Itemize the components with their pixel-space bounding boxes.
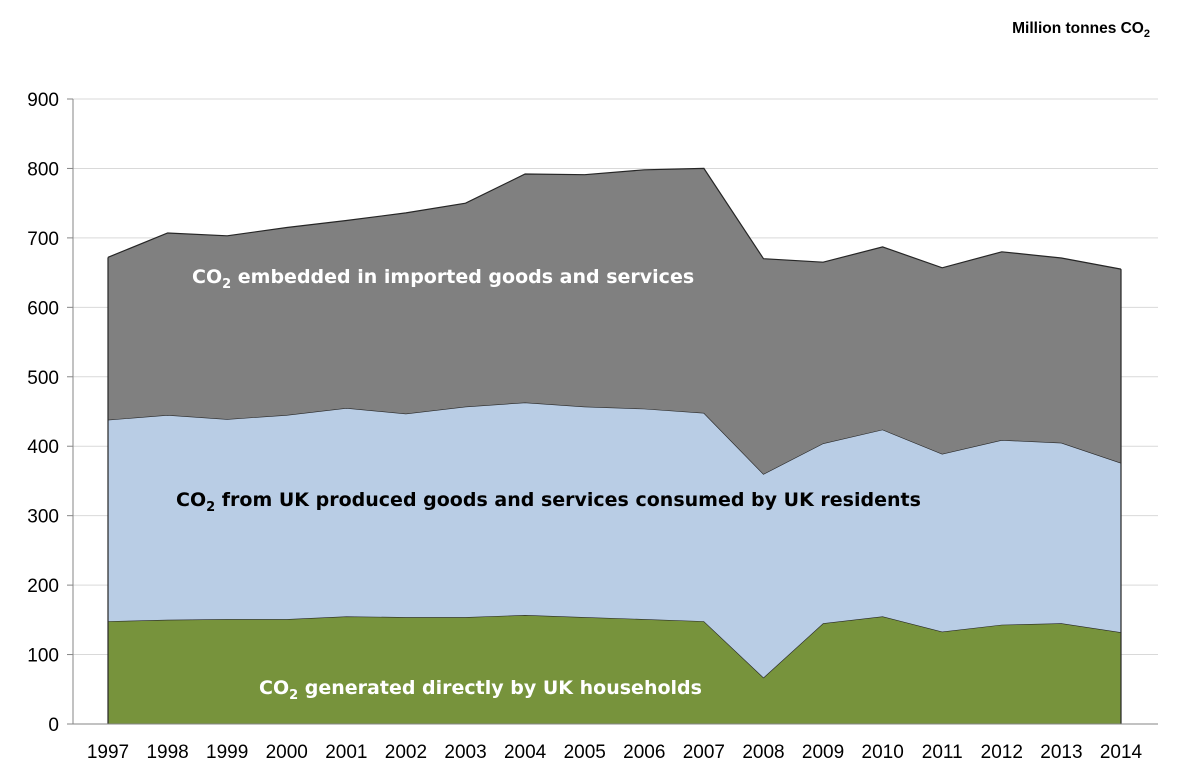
area-label-3: CO2 generated directly by UK households: [259, 677, 702, 703]
y-tick-label-0: 0: [48, 715, 59, 736]
x-tick-label-1997: 1997: [87, 742, 129, 763]
axes: [67, 98, 1158, 725]
y-tick-label-100: 100: [27, 646, 59, 667]
x-tick-label-2003: 2003: [444, 742, 486, 763]
y-tick-label-300: 300: [27, 507, 59, 528]
x-tick-label-2006: 2006: [623, 742, 665, 763]
x-tick-label-2001: 2001: [325, 742, 367, 763]
x-tick-label-2010: 2010: [862, 742, 904, 763]
x-tick-label-1999: 1999: [206, 742, 248, 763]
y-tick-label-400: 400: [27, 437, 59, 458]
x-tick-label-2007: 2007: [683, 742, 725, 763]
area-series-1: [108, 615, 1121, 724]
x-tick-label-2011: 2011: [922, 742, 963, 763]
y-tick-label-800: 800: [27, 159, 59, 180]
unit-label-text: Million tonnes CO: [1012, 20, 1144, 37]
y-tick-label-900: 900: [27, 90, 59, 111]
x-tick-label-1998: 1998: [146, 742, 188, 763]
x-tick-labels: 1997 1998 1999 2000 2001 2002 2003 2004 2005 2006…: [87, 742, 1143, 763]
area-label-2: CO2 from UK produced goods and services …: [176, 489, 921, 515]
x-tick-label-2009: 2009: [802, 742, 844, 763]
y-tick-label-600: 600: [27, 298, 59, 319]
y-tick-label-700: 700: [27, 229, 59, 250]
x-tick-label-2005: 2005: [564, 742, 606, 763]
unit-label: Million tonnes CO2: [1012, 20, 1150, 40]
x-tick-label-2012: 2012: [981, 742, 1023, 763]
area-labels: CO2 embedded in imported goods and servi…: [176, 266, 921, 703]
area-series-3-top-line: [107, 167, 1122, 270]
x-tick-label-2008: 2008: [742, 742, 784, 763]
y-tick-label-200: 200: [27, 576, 59, 597]
area-label-1: CO2 embedded in imported goods and servi…: [192, 266, 694, 292]
area-series-2: [108, 402, 1121, 678]
area-series-3: [108, 168, 1121, 474]
x-tick-label-2014: 2014: [1100, 742, 1143, 763]
x-tick-label-2000: 2000: [266, 742, 308, 763]
area-series: [107, 167, 1122, 724]
x-tick-label-2013: 2013: [1040, 742, 1082, 763]
unit-label-subscript: 2: [1143, 28, 1150, 41]
y-tick-label-500: 500: [27, 368, 59, 389]
x-tick-label-2004: 2004: [504, 742, 547, 763]
y-tick-labels: 0 100 200 300 400 500 600 700 800 900: [27, 90, 59, 736]
x-tick-label-2002: 2002: [385, 742, 427, 763]
